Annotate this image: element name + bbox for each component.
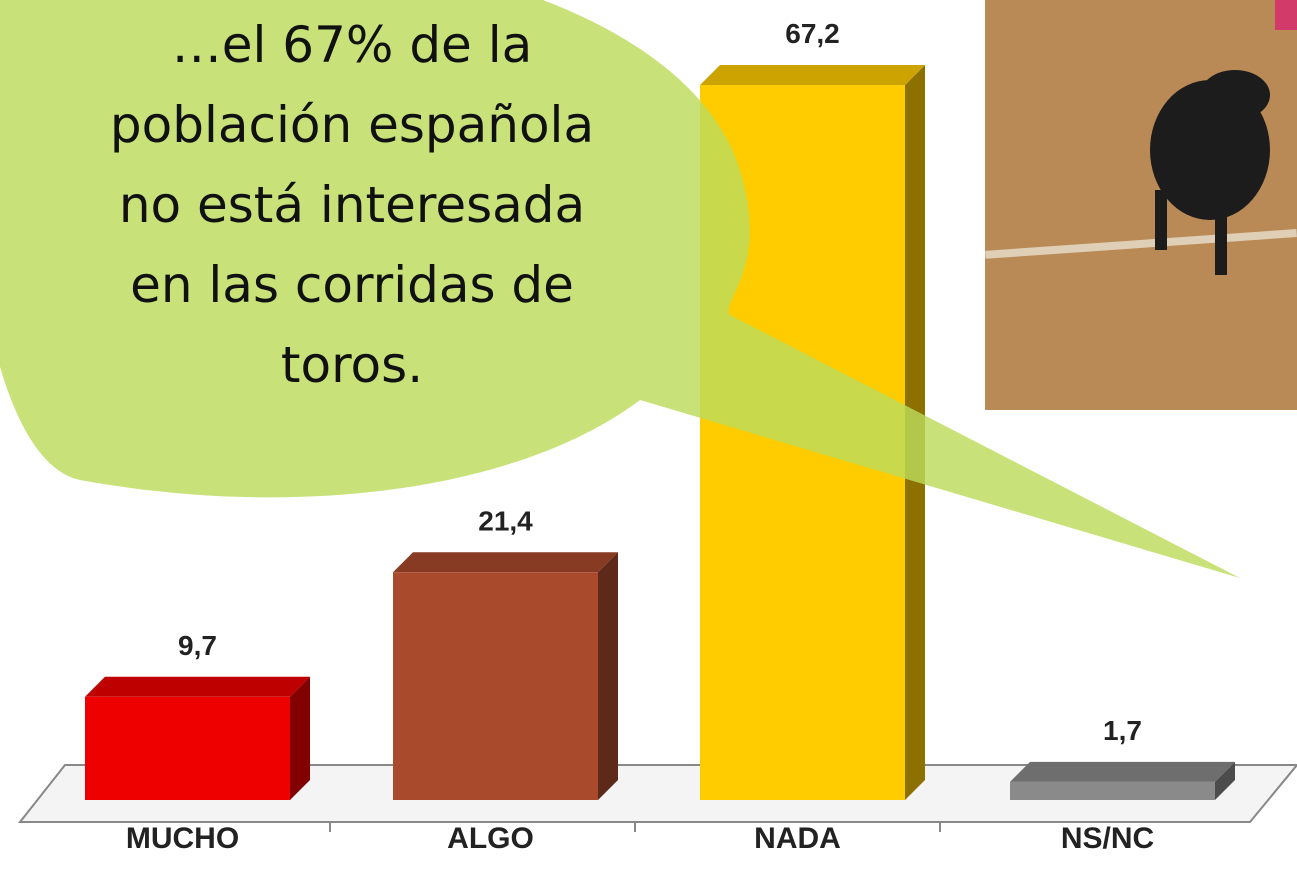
page: 9,7 MUCHO 21,4 ALGO 67,2 NADA 1,7 NS/NC …el 67%… bbox=[0, 0, 1297, 870]
value-label: 21,4 bbox=[478, 505, 533, 536]
photo-bull-leg bbox=[1155, 190, 1167, 250]
callout-line: en las corridas de bbox=[130, 256, 574, 314]
value-label: 67,2 bbox=[785, 18, 840, 49]
bar bbox=[393, 572, 598, 800]
photo-bull-leg bbox=[1215, 200, 1227, 275]
value-label: 9,7 bbox=[178, 630, 217, 661]
bar-top bbox=[700, 65, 925, 85]
bar-side bbox=[598, 552, 618, 800]
chart: 9,7 MUCHO 21,4 ALGO 67,2 NADA 1,7 NS/NC …el 67%… bbox=[0, 0, 1297, 870]
callout-line: toros. bbox=[281, 336, 423, 394]
photo-bull-head bbox=[1200, 70, 1270, 120]
photo bbox=[985, 0, 1297, 410]
x-tick-label: MUCHO bbox=[126, 822, 239, 855]
bar-top bbox=[85, 677, 310, 697]
x-tick-label: NADA bbox=[754, 822, 841, 855]
bar-top bbox=[1010, 762, 1235, 782]
bar-side bbox=[290, 677, 310, 800]
value-label: 1,7 bbox=[1103, 715, 1142, 746]
callout-line: población española bbox=[110, 96, 594, 154]
bar bbox=[85, 697, 290, 800]
callout-line: …el 67% de la bbox=[172, 16, 533, 74]
photo-cape bbox=[1275, 0, 1297, 30]
callout-line: no está interesada bbox=[119, 176, 585, 234]
x-tick-label: ALGO bbox=[447, 822, 534, 855]
bar-top bbox=[393, 552, 618, 572]
photo-ground bbox=[985, 0, 1297, 410]
x-tick-label: NS/NC bbox=[1061, 822, 1154, 855]
bar bbox=[1010, 782, 1215, 800]
